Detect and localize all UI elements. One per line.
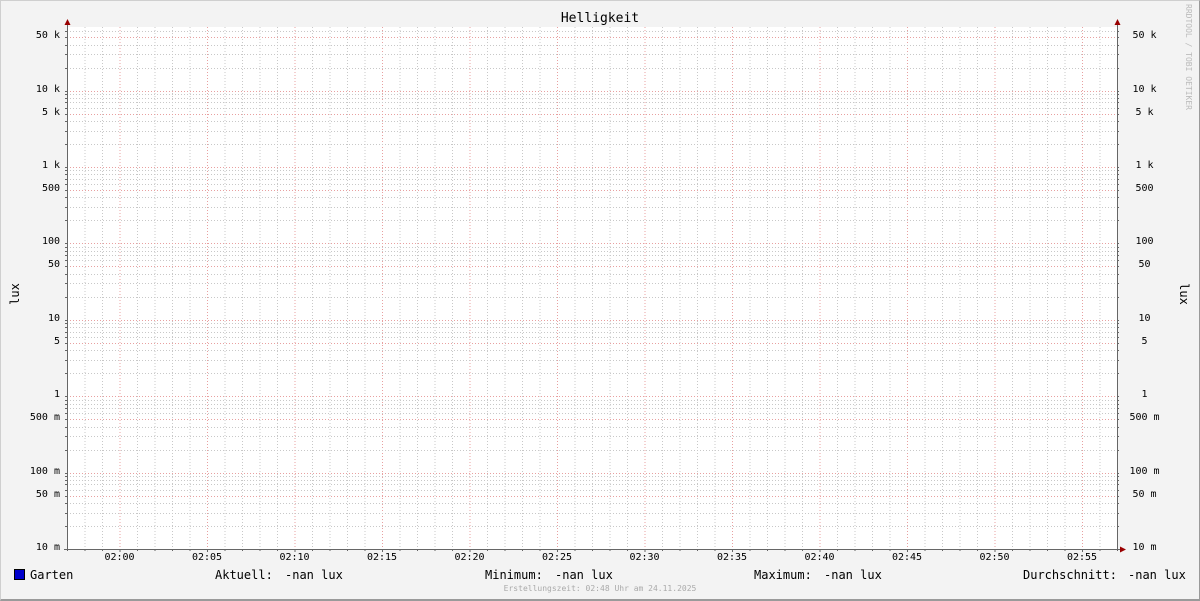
x-tick-label: 02:15 xyxy=(366,552,398,563)
y-tick-label-right: 50 m xyxy=(1132,488,1157,500)
y-tick-label-left: 1 xyxy=(53,389,60,401)
y-tick-label-left: 500 xyxy=(41,183,60,194)
y-tick-label-left: 10 xyxy=(47,312,60,324)
legend-average-label: Durchschnitt: xyxy=(1023,568,1117,582)
y-axis-arrow-icon xyxy=(64,19,71,25)
legend-series-name: Garten xyxy=(30,568,74,582)
legend-maximum-value: -nan lux xyxy=(824,568,882,582)
x-tick-label: 02:45 xyxy=(891,552,923,563)
chart-title: Helligkeit xyxy=(560,11,640,26)
watermark: RRDTOOL / TOBI OETIKER xyxy=(1184,4,1193,110)
y-tick-label-right: 10 xyxy=(1138,312,1151,324)
y-tick-label-right: 10 m xyxy=(1132,542,1157,553)
y-tick-label-left: 50 m xyxy=(35,488,60,500)
y-tick-label-right: 1 xyxy=(1141,389,1148,401)
x-tick-label: 02:00 xyxy=(104,552,135,563)
y-tick-label-right: 1 k xyxy=(1135,160,1154,171)
y-tick-label-right: 500 m xyxy=(1129,412,1160,424)
footer-timestamp: Erstellungszeit: 02:48 Uhr am 24.11.2025 xyxy=(503,584,697,593)
x-tick-label: 02:30 xyxy=(629,552,660,563)
y-tick-label-right: 100 xyxy=(1135,236,1154,248)
y-tick-label-left: 10 k xyxy=(35,83,60,95)
y-tick-label-left: 10 m xyxy=(35,542,60,553)
x-tick-label: 02:40 xyxy=(804,552,835,563)
legend-minimum-value: -nan lux xyxy=(555,568,613,582)
y-tick-label-left: 100 xyxy=(41,236,60,248)
y-tick-label-left: 500 m xyxy=(29,412,60,424)
x-axis-arrow-icon xyxy=(1120,546,1126,553)
x-tick-label: 02:55 xyxy=(1066,552,1098,563)
y-tick-label-left: 5 xyxy=(53,335,60,347)
y-axis-label-left: lux xyxy=(7,283,22,305)
y-tick-label-right: 5 k xyxy=(1135,106,1154,118)
x-tick-label: 02:50 xyxy=(979,552,1010,563)
y-axis-right-arrow-icon xyxy=(1114,19,1121,25)
x-tick-label: 02:25 xyxy=(541,552,573,563)
x-tick-label: 02:35 xyxy=(716,552,748,563)
y-tick-label-right: 500 xyxy=(1135,183,1154,194)
legend-average-value: -nan lux xyxy=(1128,568,1186,582)
x-tick-label: 02:05 xyxy=(191,552,223,563)
legend-color-swatch xyxy=(14,569,25,580)
y-tick-label-right: 10 k xyxy=(1132,83,1157,95)
legend-aktuell-label: Aktuell: xyxy=(215,568,273,582)
y-tick-label-right: 50 k xyxy=(1132,30,1157,42)
y-tick-label-left: 100 m xyxy=(29,465,60,477)
legend-maximum-label: Maximum: xyxy=(754,568,812,582)
legend-aktuell-value: -nan lux xyxy=(285,568,343,582)
legend-minimum-label: Minimum: xyxy=(485,568,543,582)
y-tick-label-right: 100 m xyxy=(1129,465,1160,477)
y-tick-label-left: 5 k xyxy=(41,106,60,118)
y-tick-label-left: 50 k xyxy=(35,30,60,42)
y-tick-label-right: 5 xyxy=(1141,335,1148,347)
y-tick-label-right: 50 xyxy=(1138,259,1151,271)
y-tick-label-left: 50 xyxy=(47,259,60,271)
x-tick-label: 02:10 xyxy=(279,552,310,563)
y-tick-label-left: 1 k xyxy=(41,160,60,171)
x-tick-label: 02:20 xyxy=(454,552,485,563)
y-axis-label-right: lux xyxy=(1176,283,1191,305)
